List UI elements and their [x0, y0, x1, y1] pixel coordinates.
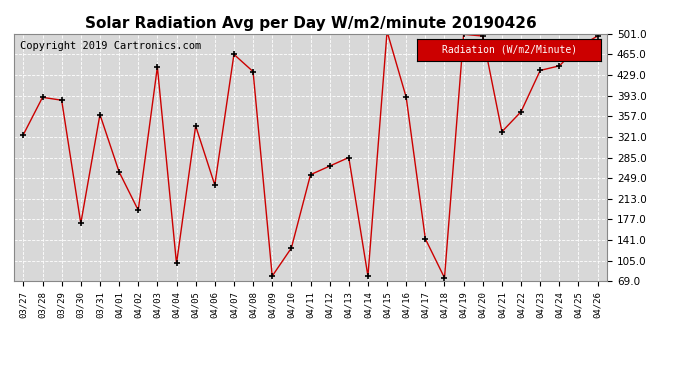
Title: Solar Radiation Avg per Day W/m2/minute 20190426: Solar Radiation Avg per Day W/m2/minute …: [85, 16, 536, 31]
Text: Copyright 2019 Cartronics.com: Copyright 2019 Cartronics.com: [20, 41, 201, 51]
